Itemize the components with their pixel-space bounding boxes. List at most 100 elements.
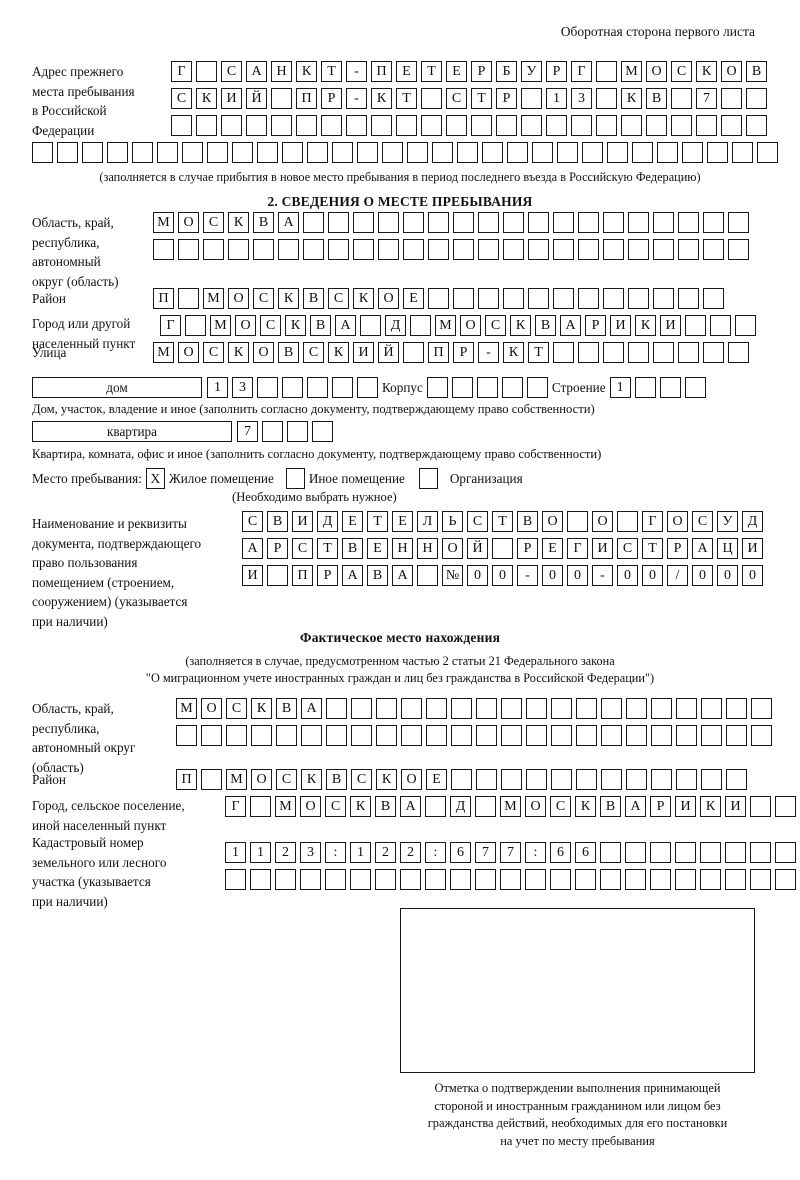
prev-address-r1-cell-6[interactable]: К <box>296 61 317 82</box>
document-r2-cell-9[interactable]: О <box>442 538 463 559</box>
actual-city-cell-19[interactable]: И <box>675 796 696 817</box>
region-r2-cell-16[interactable] <box>528 239 549 260</box>
region-r2-cell-23[interactable] <box>703 239 724 260</box>
actual-district-cell-8[interactable]: С <box>351 769 372 790</box>
city-cell-7[interactable]: В <box>310 315 331 336</box>
stay-type-option-organization-checkbox[interactable] <box>418 468 438 489</box>
street-cell-16[interactable]: Т <box>528 342 549 363</box>
prev-address-r3-cell-20[interactable] <box>646 115 667 136</box>
district-cell-23[interactable] <box>703 288 724 309</box>
house-cell-4[interactable] <box>282 377 303 398</box>
prev-address-r4-cell-18[interactable] <box>457 142 478 163</box>
actual-region-r1-cell-9[interactable] <box>376 698 397 719</box>
actual-region-r1-cell-19[interactable] <box>626 698 647 719</box>
prev-address-r2-cell-9[interactable]: К <box>371 88 392 109</box>
district-cell-22[interactable] <box>678 288 699 309</box>
document-r1-cell-15[interactable]: О <box>592 511 613 532</box>
region-r1-cell-4[interactable]: К <box>228 212 249 233</box>
document-r2-cell-8[interactable]: Н <box>417 538 438 559</box>
cadastral-r2-cell-8[interactable] <box>400 869 421 890</box>
prev-address-r4-cell-19[interactable] <box>482 142 503 163</box>
stay-type-row[interactable]: Место пребывания: X Жилое помещение Иное… <box>32 468 527 489</box>
actual-district-cell-1[interactable]: П <box>176 769 197 790</box>
region-r1-cell-2[interactable]: О <box>178 212 199 233</box>
cadastral-r1-cell-22[interactable] <box>750 842 771 863</box>
prev-address-r3-cell-10[interactable] <box>396 115 417 136</box>
district-cell-1[interactable]: П <box>153 288 174 309</box>
cadastral-r1-cell-10[interactable]: 6 <box>450 842 471 863</box>
prev-address-r4-cell-9[interactable] <box>232 142 253 163</box>
prev-address-r3-cell-6[interactable] <box>296 115 317 136</box>
actual-region-r1-cell-17[interactable] <box>576 698 597 719</box>
actual-region-r2-cell-3[interactable] <box>226 725 247 746</box>
region-r2-cell-18[interactable] <box>578 239 599 260</box>
prev-address-r3-cell-11[interactable] <box>421 115 442 136</box>
prev-address-r2-cell-22[interactable]: 7 <box>696 88 717 109</box>
actual-region-row-2[interactable] <box>176 725 772 746</box>
actual-region-r2-cell-17[interactable] <box>576 725 597 746</box>
prev-address-r1-cell-23[interactable]: О <box>721 61 742 82</box>
cadastral-r1-cell-13[interactable]: : <box>525 842 546 863</box>
actual-region-r1-cell-23[interactable] <box>726 698 747 719</box>
korpus-cell-4[interactable] <box>501 377 523 398</box>
actual-region-r2-cell-7[interactable] <box>326 725 347 746</box>
cadastral-r2-cell-17[interactable] <box>625 869 646 890</box>
actual-city-cell-20[interactable]: К <box>700 796 721 817</box>
prev-address-row-4[interactable] <box>32 142 782 163</box>
street-cell-14[interactable]: - <box>478 342 499 363</box>
region-r2-cell-21[interactable] <box>653 239 674 260</box>
city-cell-3[interactable]: М <box>210 315 231 336</box>
district-cell-10[interactable]: О <box>378 288 399 309</box>
city-cell-13[interactable]: О <box>460 315 481 336</box>
korpus-cell-3[interactable] <box>476 377 498 398</box>
street-cell-8[interactable]: К <box>328 342 349 363</box>
region-r1-cell-9[interactable] <box>353 212 374 233</box>
region-r1-cell-13[interactable] <box>453 212 474 233</box>
prev-address-r2-cell-2[interactable]: К <box>196 88 217 109</box>
actual-region-r1-cell-2[interactable]: О <box>201 698 222 719</box>
document-r2-cell-10[interactable]: Й <box>467 538 488 559</box>
street-cell-17[interactable] <box>553 342 574 363</box>
prev-address-r1-cell-3[interactable]: С <box>221 61 242 82</box>
region-r1-cell-6[interactable]: А <box>278 212 299 233</box>
document-r2-cell-15[interactable]: И <box>592 538 613 559</box>
region-r1-cell-21[interactable] <box>653 212 674 233</box>
region-r2-cell-6[interactable] <box>278 239 299 260</box>
flat-cell-4[interactable] <box>312 421 333 442</box>
district-cell-17[interactable] <box>553 288 574 309</box>
actual-district-cell-13[interactable] <box>476 769 497 790</box>
document-r1-cell-1[interactable]: С <box>242 511 263 532</box>
cadastral-r2-cell-11[interactable] <box>475 869 496 890</box>
street-cell-10[interactable]: Й <box>378 342 399 363</box>
district-cell-11[interactable]: Е <box>403 288 424 309</box>
document-r2-cell-2[interactable]: Р <box>267 538 288 559</box>
prev-address-r4-cell-29[interactable] <box>732 142 753 163</box>
document-row-3[interactable]: И П Р А В А № 0 0-0 0-0 0/0 0 0 <box>242 565 763 586</box>
document-r2-cell-16[interactable]: С <box>617 538 638 559</box>
prev-address-r2-cell-10[interactable]: Т <box>396 88 417 109</box>
prev-address-r4-cell-4[interactable] <box>107 142 128 163</box>
document-r3-cell-4[interactable]: Р <box>317 565 338 586</box>
actual-city-cell-2[interactable] <box>250 796 271 817</box>
cadastral-r1-cell-5[interactable]: : <box>325 842 346 863</box>
actual-district-cell-9[interactable]: К <box>376 769 397 790</box>
actual-district-cell-20[interactable] <box>651 769 672 790</box>
street-cell-6[interactable]: В <box>278 342 299 363</box>
prev-address-r1-cell-5[interactable]: Н <box>271 61 292 82</box>
street-cell-20[interactable] <box>628 342 649 363</box>
district-cell-9[interactable]: К <box>353 288 374 309</box>
region-r2-cell-4[interactable] <box>228 239 249 260</box>
city-cell-4[interactable]: О <box>235 315 256 336</box>
flat-cells[interactable]: 7 <box>237 421 333 442</box>
region-row-2[interactable] <box>153 239 749 260</box>
actual-district-cell-16[interactable] <box>551 769 572 790</box>
actual-region-r1-cell-6[interactable]: А <box>301 698 322 719</box>
actual-district-cell-6[interactable]: К <box>301 769 322 790</box>
prev-address-r2-cell-21[interactable] <box>671 88 692 109</box>
street-cell-7[interactable]: С <box>303 342 324 363</box>
document-r3-cell-3[interactable]: П <box>292 565 313 586</box>
